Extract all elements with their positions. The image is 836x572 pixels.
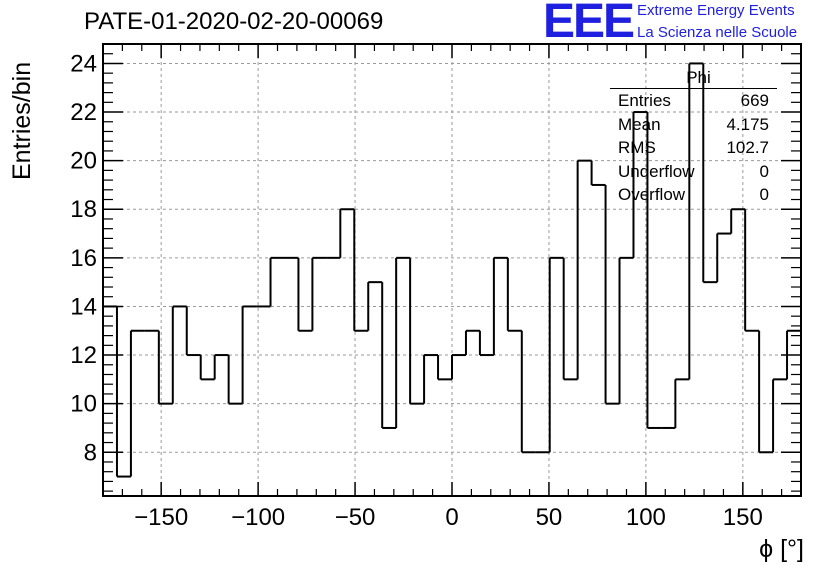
stats-box: Phi Entries 669 Mean 4.175 RMS 102.7 Und… xyxy=(610,68,777,207)
stats-label: Entries xyxy=(618,91,671,110)
x-tick-label: 0 xyxy=(445,504,458,531)
stats-row-underflow: Underflow 0 xyxy=(610,160,777,184)
x-tick-label: −150 xyxy=(134,504,188,531)
stats-value: 669 xyxy=(740,91,769,110)
x-tick-label: 100 xyxy=(626,504,666,531)
stats-row-overflow: Overflow 0 xyxy=(610,183,777,207)
stats-value: 4.175 xyxy=(726,114,769,134)
x-tick-label: −100 xyxy=(231,504,285,531)
y-axis: 8 10 12 14 16 18 20 22 24 xyxy=(70,43,801,492)
y-tick-label: 24 xyxy=(70,50,97,77)
y-tick-label: 20 xyxy=(70,148,97,175)
y-tick-label: 8 xyxy=(84,439,97,466)
y-tick-label: 18 xyxy=(70,196,97,223)
logo-line-2: La Scienza nelle Scuole xyxy=(637,24,798,41)
y-tick-label: 12 xyxy=(70,342,97,369)
x-tick-label: 50 xyxy=(536,504,563,531)
stats-label: Underflow xyxy=(618,161,695,181)
x-tick-label: −50 xyxy=(335,504,376,531)
y-axis-label: Entries/bin xyxy=(8,61,36,180)
y-tick-label: 16 xyxy=(70,245,97,272)
x-tick-label: 150 xyxy=(723,504,763,531)
y-tick-label: 10 xyxy=(70,391,97,418)
stats-value: 0 xyxy=(759,185,769,204)
grid-lines xyxy=(103,44,801,496)
y-tick-label: 22 xyxy=(70,99,97,126)
stats-row-mean: Mean 4.175 xyxy=(610,113,777,137)
histogram-series xyxy=(103,62,801,478)
stats-label: Overflow xyxy=(618,185,686,204)
stats-label: RMS xyxy=(618,138,656,157)
plot-title: PATE-01-2020-02-20-00069 xyxy=(84,8,384,35)
y-tick-label: 14 xyxy=(70,293,97,320)
stats-label: Mean xyxy=(618,114,661,134)
eee-logo: EEE xyxy=(543,0,635,48)
stats-box-title: Phi xyxy=(610,68,777,89)
logo-line-1: Extreme Energy Events xyxy=(637,2,795,19)
stats-row-entries: Entries 669 xyxy=(610,89,777,113)
stats-row-rms: RMS 102.7 xyxy=(610,136,777,160)
stats-value: 102.7 xyxy=(726,138,769,157)
stats-value: 0 xyxy=(759,161,769,181)
x-axis: −150 −100 −50 0 50 100 150 xyxy=(121,44,783,531)
x-axis-label: ϕ [°] xyxy=(759,535,804,563)
